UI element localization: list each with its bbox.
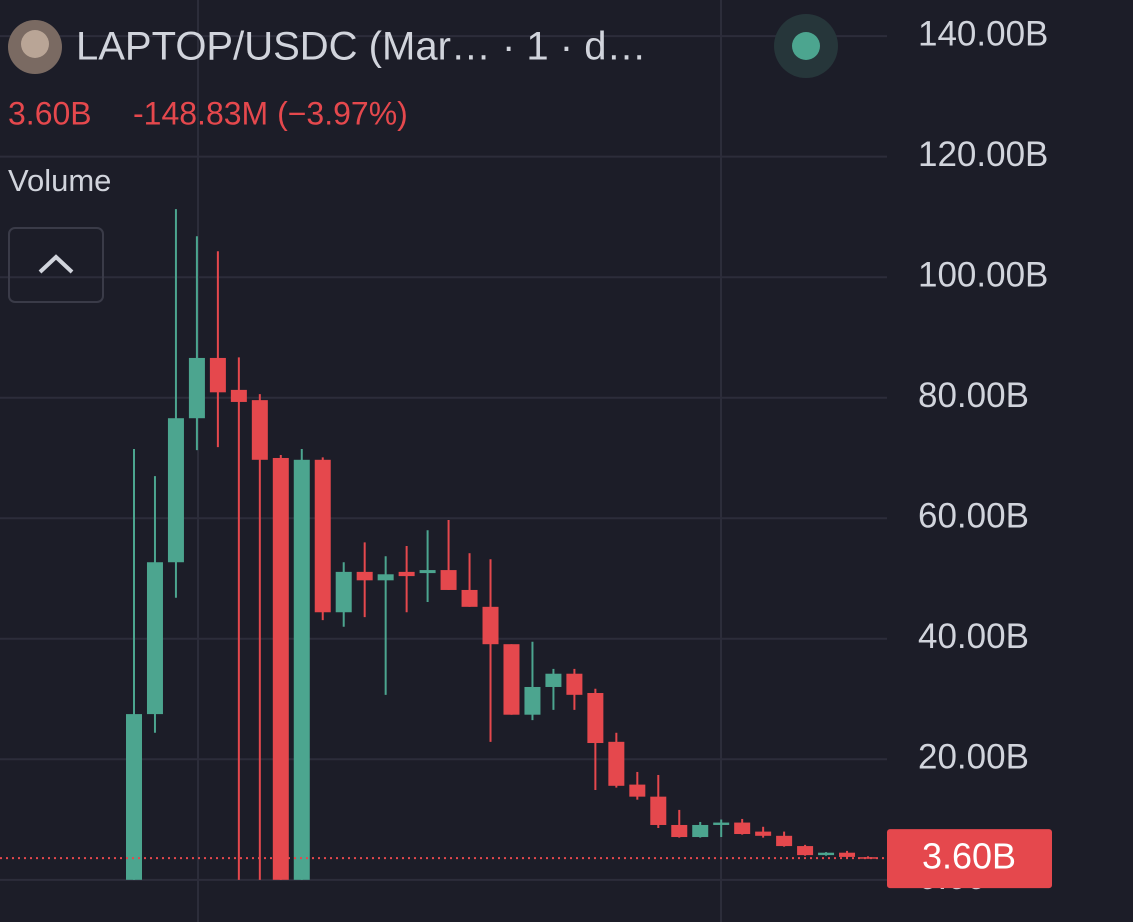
- y-tick-label: 140.00B: [918, 14, 1048, 53]
- candle-body: [482, 606, 499, 645]
- candle-body: [692, 824, 709, 838]
- candle-body: [524, 686, 541, 715]
- candle-body: [230, 389, 247, 402]
- candle-body: [209, 357, 226, 393]
- candle-body: [503, 644, 520, 715]
- candle-body: [713, 822, 730, 825]
- price-tag: [887, 829, 1052, 889]
- candle-body: [314, 459, 331, 613]
- candle-body: [818, 852, 835, 856]
- candle-body: [755, 831, 772, 836]
- candles: [126, 209, 876, 880]
- y-tick-label: 20.00B: [918, 738, 1029, 777]
- candle-body: [671, 824, 688, 838]
- y-tick-label: 40.00B: [918, 617, 1029, 656]
- grid: [0, 35, 887, 881]
- y-tick-label: 100.00B: [918, 255, 1048, 294]
- candle-body: [776, 835, 793, 847]
- candle-body: [608, 741, 625, 786]
- candle-body: [251, 400, 268, 460]
- candle-body: [419, 570, 436, 574]
- candle-body: [398, 571, 415, 577]
- candle-body: [335, 571, 352, 613]
- candle-body: [839, 852, 856, 857]
- candle-body: [797, 846, 814, 856]
- avatar-face: [21, 30, 49, 58]
- candle-body: [860, 857, 876, 859]
- candle-body: [167, 418, 184, 563]
- candle-body: [146, 562, 163, 715]
- candle-body: [734, 822, 751, 835]
- candle-body: [461, 589, 478, 607]
- candle-body: [272, 457, 289, 880]
- price-tag-label: 3.60B: [922, 836, 1016, 877]
- candle-body: [188, 357, 205, 419]
- candle-body: [650, 796, 667, 825]
- price-indicator: 3.60B: [0, 829, 1052, 889]
- candle-body: [377, 574, 394, 581]
- indicator-label: Volume: [8, 163, 111, 198]
- collapse-button[interactable]: [8, 227, 104, 303]
- legend-change: -148.83M (−3.97%): [133, 95, 408, 131]
- legend-price: 3.60B: [8, 95, 92, 131]
- candle-body: [587, 693, 604, 744]
- candle-body: [126, 714, 142, 880]
- y-tick-label: 120.00B: [918, 135, 1048, 174]
- candle-body: [629, 784, 646, 797]
- y-axis: 0.0020.00B40.00B60.00B80.00B100.00B120.0…: [918, 14, 1048, 897]
- candle-body: [440, 570, 457, 590]
- y-tick-label: 80.00B: [918, 376, 1029, 415]
- header: LAPTOP/USDC (Mar… · 1 · d… 3.60B -148.83…: [8, 14, 838, 303]
- candle-body: [545, 673, 562, 687]
- candle-body: [566, 673, 583, 695]
- chart-title: LAPTOP/USDC (Mar… · 1 · d…: [76, 25, 646, 69]
- chevron-icon: [38, 254, 74, 274]
- candle-body: [293, 459, 310, 880]
- candle-body: [356, 571, 373, 581]
- status-dot: [792, 32, 820, 60]
- y-tick-label: 60.00B: [918, 496, 1029, 535]
